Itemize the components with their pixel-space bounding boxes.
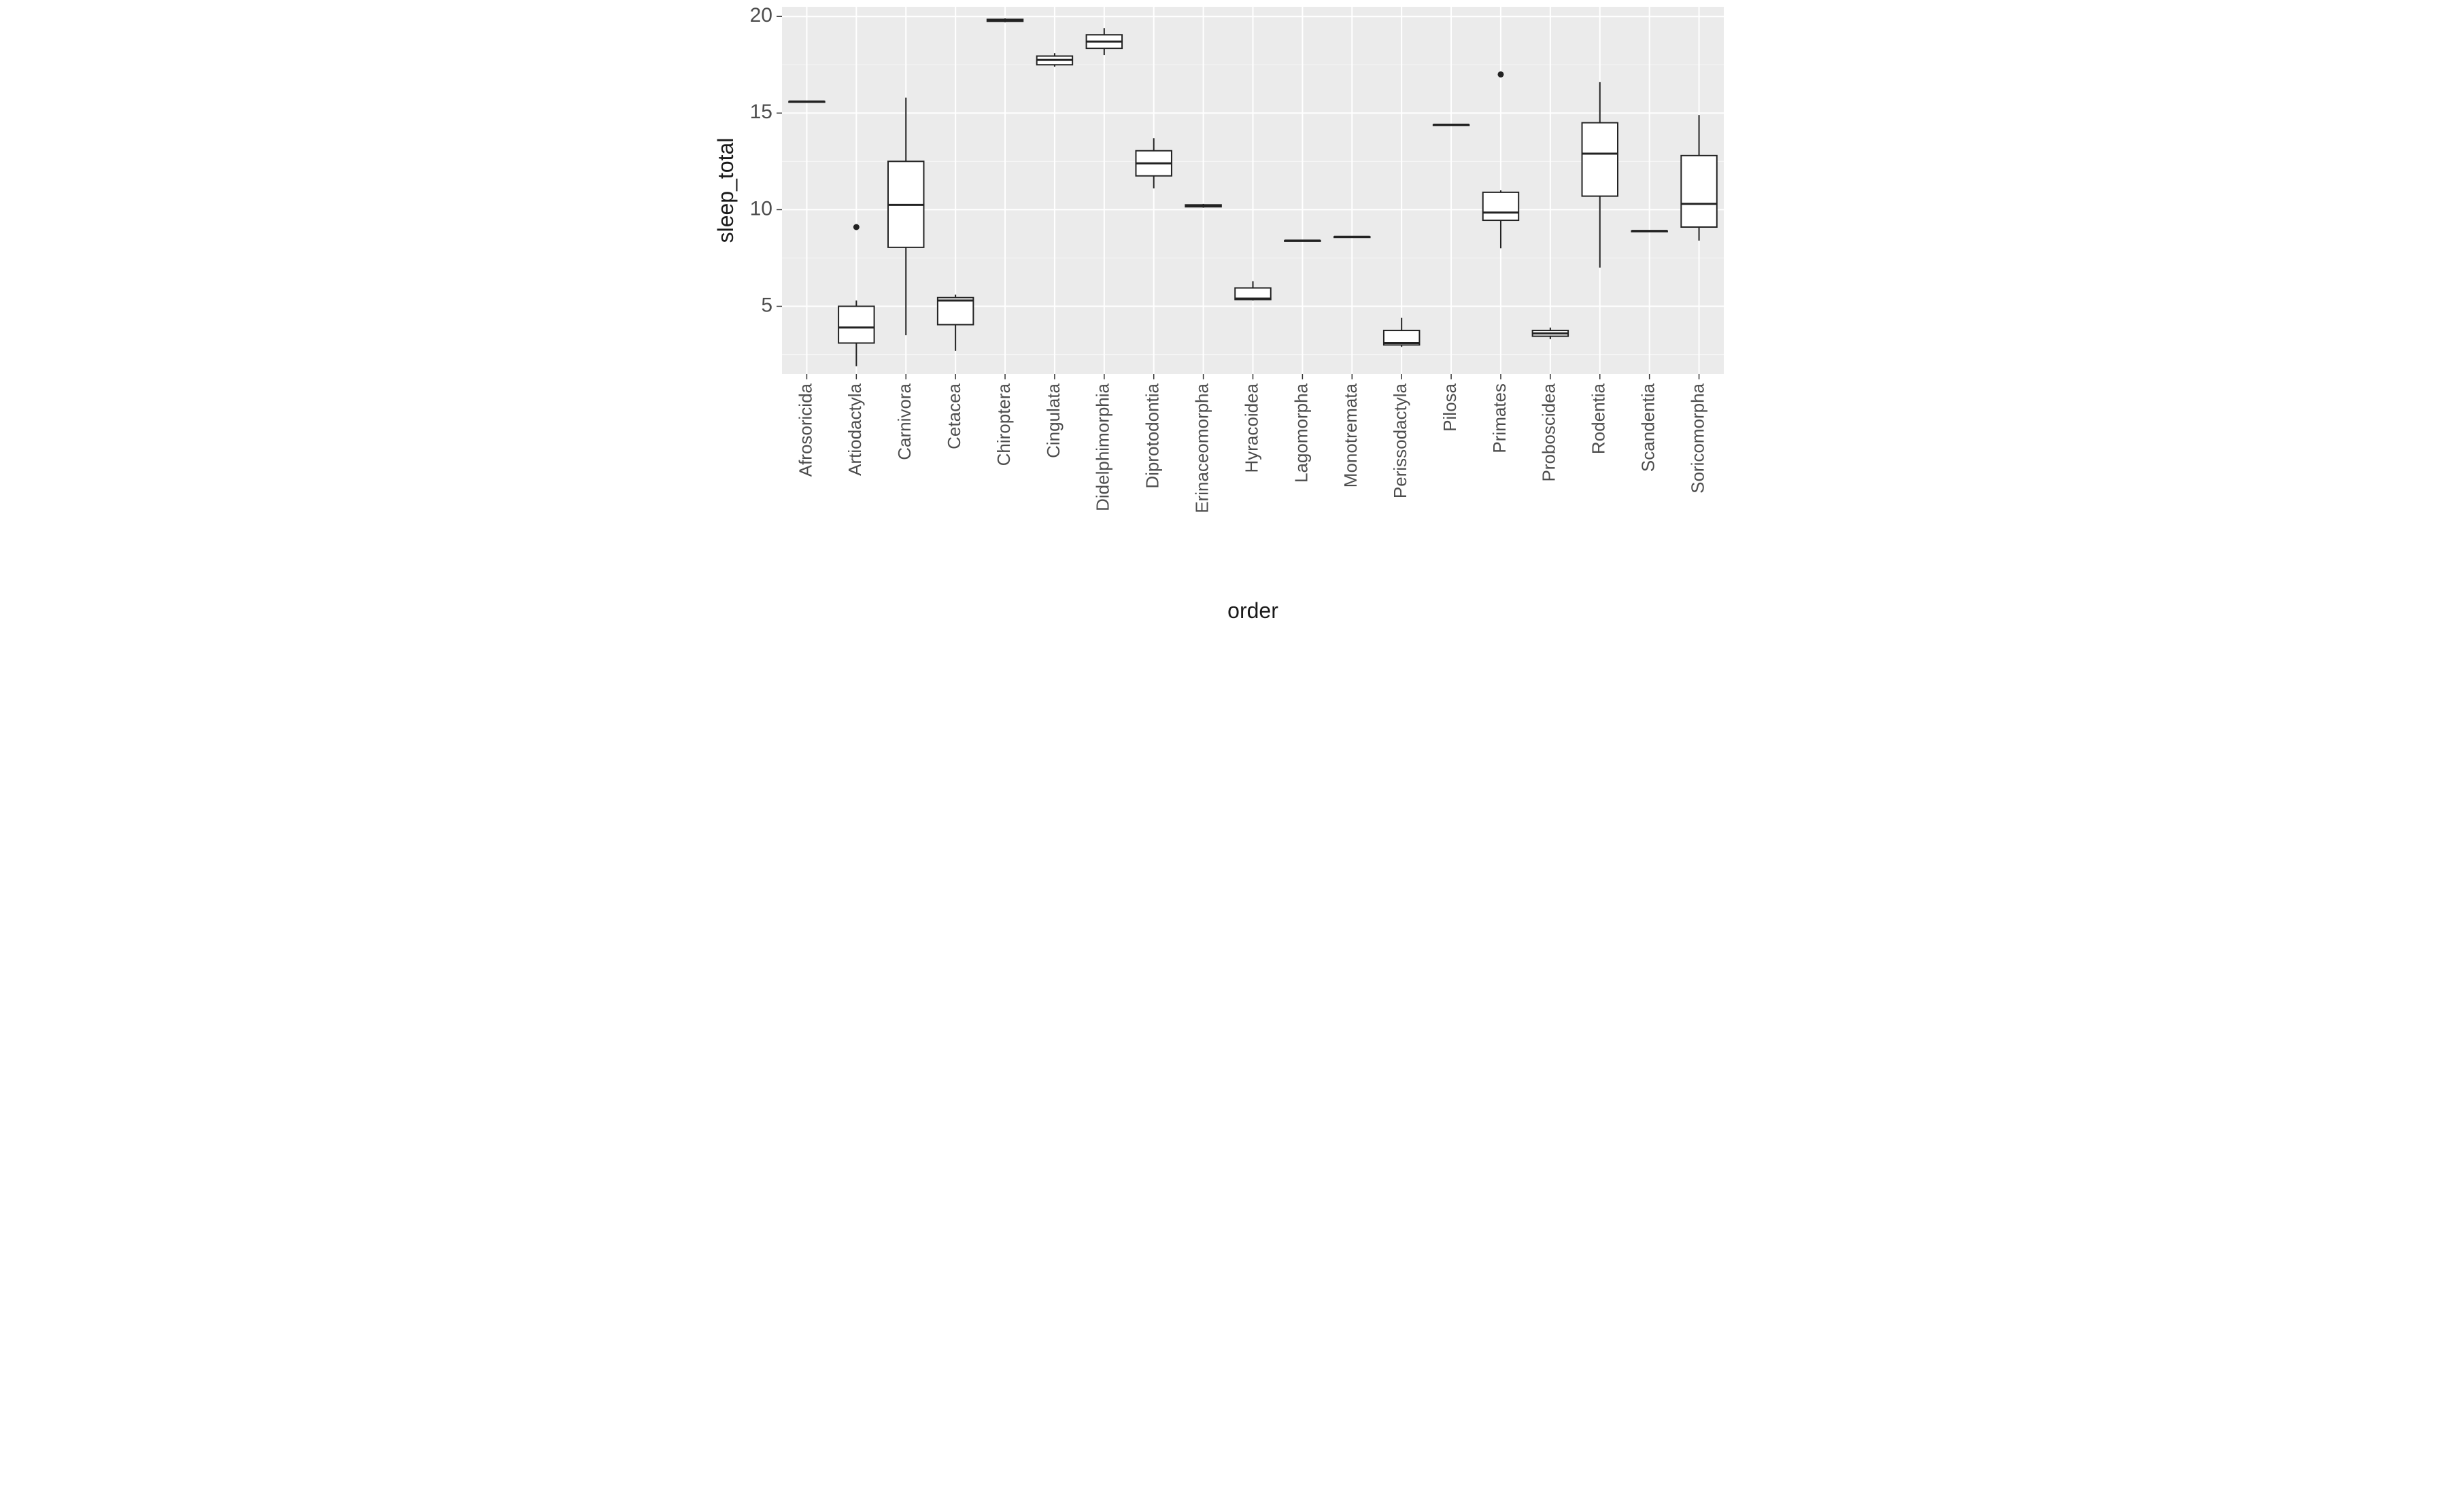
x-tick-label: Hyracoidea bbox=[1241, 383, 1261, 472]
x-tick-label: Chiroptera bbox=[993, 383, 1014, 466]
x-tick-label: Perissodactyla bbox=[1390, 383, 1410, 498]
boxplot-Chiroptera bbox=[987, 18, 1023, 22]
x-tick-label: Carnivora bbox=[894, 383, 915, 460]
x-tick-label: Primates bbox=[1489, 383, 1510, 453]
boxplot-Scandentia bbox=[1631, 231, 1667, 232]
x-tick-label: Soricomorpha bbox=[1687, 383, 1707, 493]
x-tick-label: Diprotodontia bbox=[1142, 383, 1163, 488]
x-tick-label: Pilosa bbox=[1440, 383, 1460, 431]
boxplot-Pilosa bbox=[1433, 124, 1469, 125]
x-tick-label: Artiodactyla bbox=[845, 383, 865, 475]
x-axis-title: order bbox=[1227, 598, 1278, 623]
y-tick-label: 5 bbox=[761, 294, 772, 316]
y-axis-title: sleep_total bbox=[714, 138, 738, 243]
x-tick-label: Rodentia bbox=[1588, 383, 1609, 454]
x-tick-label: Afrosoricida bbox=[795, 383, 815, 477]
x-tick-label: Monotremata bbox=[1340, 383, 1361, 487]
x-tick-label: Scandentia bbox=[1638, 383, 1659, 472]
y-tick-label: 20 bbox=[750, 4, 772, 27]
boxplot-Afrosoricida bbox=[789, 101, 824, 102]
boxplot-chart: 5 10 15 20 Afrosoricida Artiodactyla Carnivora… bbox=[714, 0, 1734, 630]
x-tick-label: Cetacea bbox=[944, 383, 964, 449]
boxplot-Erinaceomorpha bbox=[1185, 204, 1221, 208]
x-tick-label: Lagomorpha bbox=[1291, 383, 1311, 483]
chart-svg: 5 10 15 20 Afrosoricida Artiodactyla Carnivora… bbox=[714, 0, 1734, 630]
x-tick-label: Cingulata bbox=[1043, 383, 1064, 458]
x-tick-label: Erinaceomorpha bbox=[1191, 383, 1212, 513]
x-tick-label: Didelphimorphia bbox=[1093, 383, 1113, 511]
y-tick-label: 10 bbox=[750, 197, 772, 220]
x-tick-label: Proboscidea bbox=[1539, 383, 1559, 481]
y-tick-label: 15 bbox=[750, 101, 772, 123]
